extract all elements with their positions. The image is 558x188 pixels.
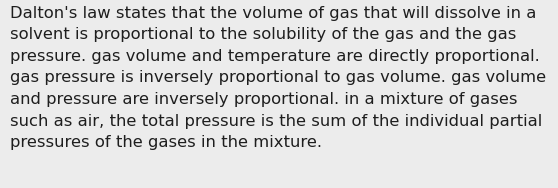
Text: Dalton's law states that the volume of gas that will dissolve in a
solvent is pr: Dalton's law states that the volume of g… — [10, 6, 546, 150]
